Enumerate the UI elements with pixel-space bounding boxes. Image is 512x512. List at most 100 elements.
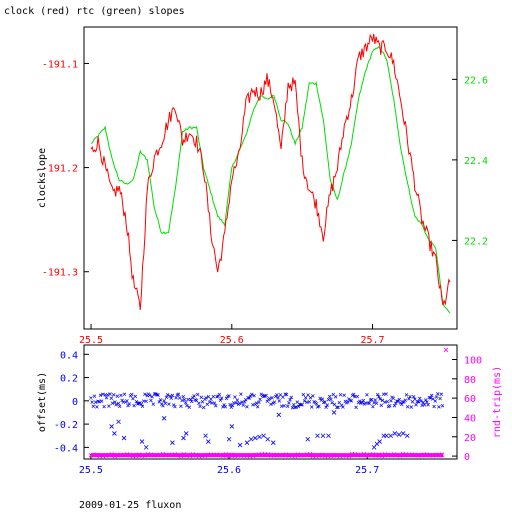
roundtrip-point: [265, 452, 271, 457]
offset-outlier-point: [305, 436, 311, 442]
offset-outlier-point: [331, 410, 337, 415]
top-plot-frame: [83, 26, 458, 330]
roundtrip-point: [292, 453, 298, 459]
bottom-y2-tick-label: 40: [464, 413, 476, 424]
bottom-x-tick-label: 25.6: [217, 465, 241, 476]
offset-outlier-point: [326, 433, 331, 439]
roundtrip-point: [346, 453, 352, 459]
roundtrip-point: [370, 452, 376, 457]
top-x-tick-label: 25.7: [361, 335, 385, 346]
top-y-tick-label: -191.3: [42, 268, 78, 279]
top-x-tick-label: 25.5: [79, 335, 103, 346]
bottom-plot-frame: [83, 344, 458, 460]
offset-outlier-point: [112, 431, 117, 436]
offset-outlier-point: [320, 433, 326, 439]
bottom-y-tick-label: 0.2: [60, 374, 78, 385]
offset-outlier-point: [388, 433, 393, 439]
top-x-tick-label: 25.6: [220, 335, 244, 346]
roundtrip-point: [373, 453, 379, 459]
roundtrip-point: [397, 453, 403, 458]
roundtrip-point: [202, 453, 208, 458]
offset-outlier-point: [139, 439, 145, 444]
offset-outlier-point: [229, 424, 235, 429]
bottom-y2-axis-label: rnd-trip(ms): [492, 366, 503, 438]
roundtrip-point: [181, 451, 187, 457]
roundtrip-point: [187, 453, 193, 459]
figure-title: clock (red) rtc (green) slopes: [4, 6, 185, 17]
roundtrip-point: [250, 453, 256, 459]
offset-outlier-point: [377, 439, 382, 444]
top-y-tick-label: -191.2: [42, 164, 78, 175]
bottom-y2-tick-label: 100: [464, 355, 482, 366]
offset-outlier-point: [253, 435, 258, 441]
roundtrip-point: [358, 452, 364, 458]
roundtrip-point: [178, 453, 184, 459]
bottom-x-tick-label: 25.7: [355, 465, 379, 476]
offset-outlier-point: [257, 434, 262, 440]
bottom-y-tick-label: -0.2: [54, 420, 78, 431]
offset-outlier-point: [276, 412, 282, 418]
offset-outlier-point: [237, 442, 243, 448]
roundtrip-point: [439, 452, 445, 457]
top-y2-tick-label: 22.4: [464, 156, 488, 167]
top-y2-tick-label: 22.2: [464, 236, 488, 247]
roundtrip-point: [379, 453, 385, 459]
offset-band: [89, 392, 445, 410]
roundtrip-point: [136, 452, 142, 457]
roundtrip-spike: [443, 347, 449, 353]
roundtrip-point: [223, 452, 229, 457]
clock-slope-line: [90, 33, 451, 310]
offset-outlier-point: [181, 435, 186, 441]
roundtrip-point: [109, 452, 115, 457]
roundtrip-point: [190, 452, 196, 457]
roundtrip-point: [283, 452, 289, 457]
offset-outlier-point: [143, 445, 149, 450]
roundtrip-point: [142, 453, 148, 458]
bottom-y2-tick-label: 80: [464, 375, 476, 386]
offset-outlier-point: [121, 435, 127, 441]
roundtrip-point: [319, 452, 325, 458]
roundtrip-point: [94, 452, 100, 458]
bottom-y2-tick-label: 60: [464, 394, 476, 405]
bottom-y2-tick-label: 20: [464, 433, 476, 444]
offset-outlier-point: [183, 431, 189, 436]
offset-outlier-point: [392, 431, 398, 436]
offset-outlier-point: [400, 431, 406, 436]
bottom-x-tick-label: 25.5: [79, 465, 103, 476]
offset-outlier-point: [109, 424, 114, 429]
roundtrip-point: [307, 451, 313, 457]
offset-outlier-point: [226, 436, 232, 442]
offset-outlier-point: [244, 440, 250, 445]
roundtrip-point: [226, 453, 232, 459]
offset-outlier-point: [371, 445, 377, 450]
bottom-y2-tick-label: 0: [464, 452, 470, 463]
bottom-y-tick-label: -0.4: [54, 443, 78, 454]
offset-outlier-point: [396, 432, 402, 437]
top-y2-tick-label: 22.6: [464, 75, 488, 86]
offset-outlier-point: [261, 433, 266, 439]
roundtrip-point: [229, 452, 235, 457]
offset-outlier-point: [248, 436, 254, 442]
offset-outlier-point: [315, 433, 320, 439]
bottom-y-tick-label: 0: [72, 397, 78, 408]
offset-outlier-point: [265, 436, 271, 442]
bottom-y-tick-label: 0.4: [60, 350, 78, 361]
offset-outlier-point: [206, 439, 211, 444]
roundtrip-point: [133, 453, 139, 459]
offset-outlier-point: [270, 440, 276, 445]
offset-outlier-point: [203, 433, 208, 439]
roundtrip-point: [352, 451, 358, 457]
roundtrip-point: [124, 452, 130, 457]
roundtrip-point: [220, 453, 226, 459]
offset-outlier-point: [404, 433, 410, 439]
roundtrip-point: [268, 453, 274, 459]
top-y-tick-label: -191.1: [42, 59, 78, 70]
offset-outlier-point: [161, 416, 167, 421]
offset-outlier-point: [170, 440, 175, 445]
figure-footer: 2009-01-25 fluxon: [79, 500, 182, 511]
offset-outlier-point: [384, 433, 389, 439]
roundtrip-point: [376, 452, 382, 457]
bottom-y-axis-label: offset(ms): [37, 372, 48, 432]
offset-outlier-point: [116, 419, 121, 425]
